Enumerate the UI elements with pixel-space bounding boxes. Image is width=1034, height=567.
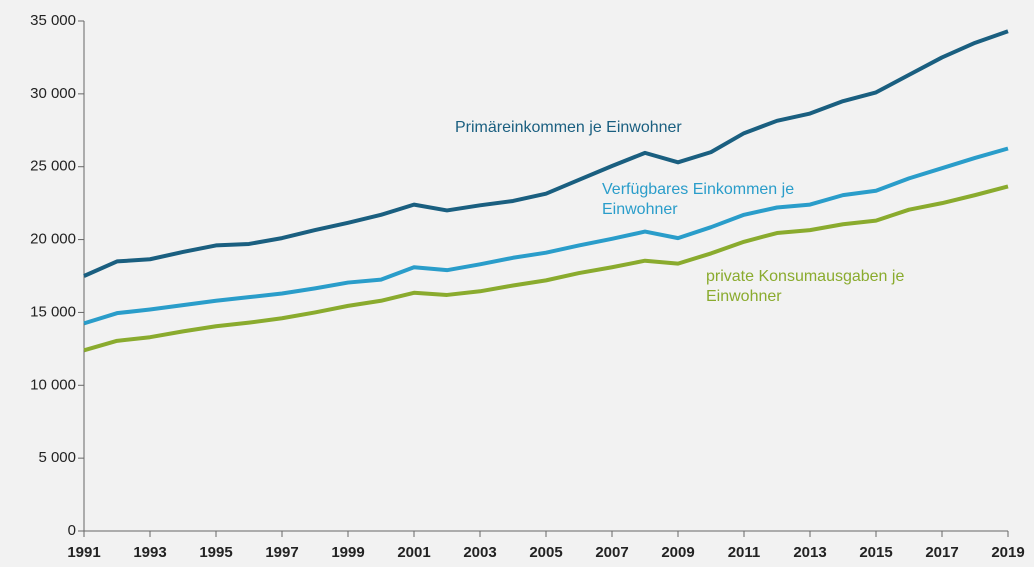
x-tick-label: 2019 (991, 544, 1024, 561)
y-tick-label: 15 000 (30, 303, 76, 320)
y-tick-label: 35 000 (30, 12, 76, 29)
y-tick-label: 5 000 (38, 449, 76, 466)
x-tick-label: 1995 (199, 544, 232, 561)
x-tick-label: 2009 (661, 544, 694, 561)
series-label: private Konsumausgaben je Einwohner (706, 268, 905, 305)
x-tick-label: 2003 (463, 544, 496, 561)
y-tick-label: 10 000 (30, 376, 76, 393)
x-tick-label: 1991 (67, 544, 100, 561)
x-tick-label: 2005 (529, 544, 562, 561)
y-tick-label: 0 (68, 522, 76, 539)
x-tick-label: 2007 (595, 544, 628, 561)
line-series (83, 146, 1009, 326)
x-tick-label: 2017 (925, 544, 958, 561)
x-tick-label: 2001 (397, 544, 430, 561)
x-tick-label: 1999 (331, 544, 364, 561)
series-label: Primäreinkommen je Einwohner (455, 119, 682, 136)
x-tick-label: 1993 (133, 544, 166, 561)
x-tick-label: 1997 (265, 544, 298, 561)
x-tick-label: 2013 (793, 544, 826, 561)
line-series (83, 29, 1009, 278)
series-label: Verfügbares Einkommen je Einwohner (602, 181, 795, 218)
x-tick-label: 2011 (728, 544, 761, 561)
line-series (83, 184, 1009, 353)
y-tick-label: 25 000 (30, 158, 76, 175)
x-tick-label: 2015 (859, 544, 892, 561)
y-tick-label: 20 000 (30, 231, 76, 248)
y-tick-label: 30 000 (30, 85, 76, 102)
